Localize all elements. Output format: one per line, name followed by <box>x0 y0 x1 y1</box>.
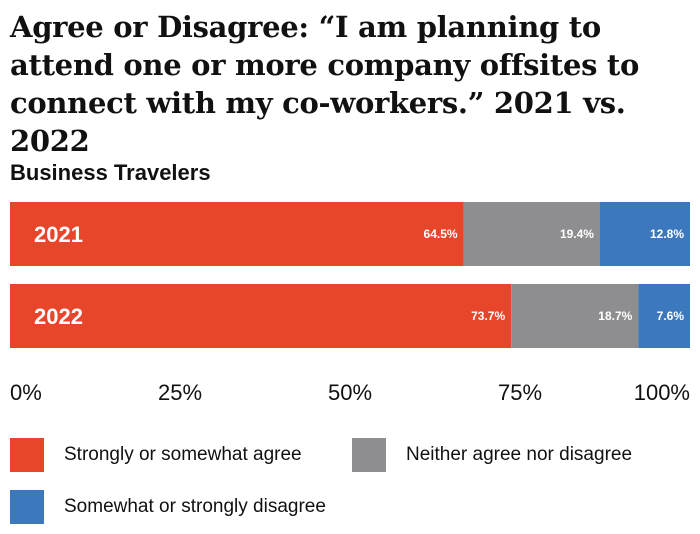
data-label-disagree-2021: 12.8% <box>650 227 684 241</box>
x-tick-label: 50% <box>328 380 372 405</box>
bar-segment-agree-2022 <box>10 284 512 348</box>
x-tick-label: 0% <box>10 380 42 405</box>
x-tick-label: 75% <box>498 380 542 405</box>
category-label-2021: 2021 <box>34 222 83 247</box>
x-tick-label: 100% <box>634 380 690 405</box>
chart-title: Agree or Disagree: “I am planning to att… <box>10 10 640 158</box>
data-label-neutral-2022: 18.7% <box>598 309 632 323</box>
bar-segment-neutral-2022 <box>511 284 639 348</box>
legend-label-agree: Strongly or somewhat agree <box>64 444 302 465</box>
legend-item-agree: Strongly or somewhat agree <box>10 438 302 472</box>
bar-segment-neutral-2021 <box>463 202 600 266</box>
bar-segment-disagree-2021 <box>599 202 690 266</box>
bar-segment-agree-2021 <box>10 202 464 266</box>
legend-label-disagree: Somewhat or strongly disagree <box>64 496 326 517</box>
x-tick-label: 25% <box>158 380 202 405</box>
bar-segment-disagree-2022 <box>638 284 690 348</box>
category-label-2022: 2022 <box>34 304 83 329</box>
legend-swatch-agree <box>10 438 44 472</box>
data-label-agree-2022: 73.7% <box>471 309 505 323</box>
legend-swatch-neutral <box>352 438 386 472</box>
chart-subtitle: Business Travelers <box>10 160 211 185</box>
legend-swatch-disagree <box>10 490 44 524</box>
legend-item-disagree: Somewhat or strongly disagree <box>10 490 326 524</box>
data-label-neutral-2021: 19.4% <box>560 227 594 241</box>
legend-item-neutral: Neither agree nor disagree <box>352 438 632 472</box>
legend-label-neutral: Neither agree nor disagree <box>406 444 633 465</box>
data-label-disagree-2022: 7.6% <box>657 309 685 323</box>
data-label-agree-2021: 64.5% <box>424 227 458 241</box>
